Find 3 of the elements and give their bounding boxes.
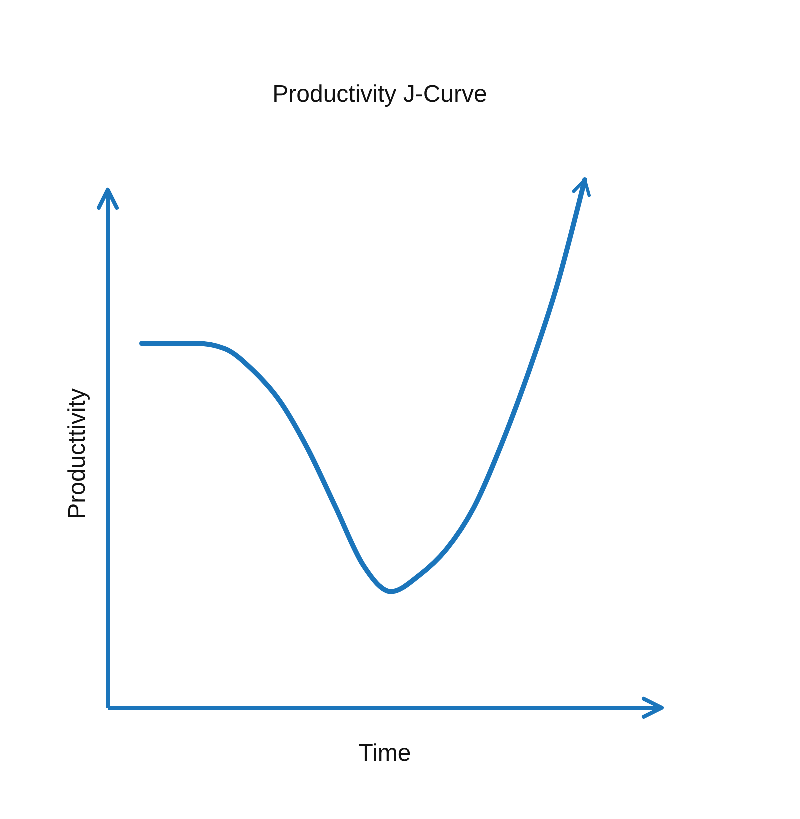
x-axis-title: Time (358, 740, 412, 767)
chart-title: Productivity J-Curve (272, 81, 488, 108)
y-axis-title: Producttivity (64, 388, 91, 520)
